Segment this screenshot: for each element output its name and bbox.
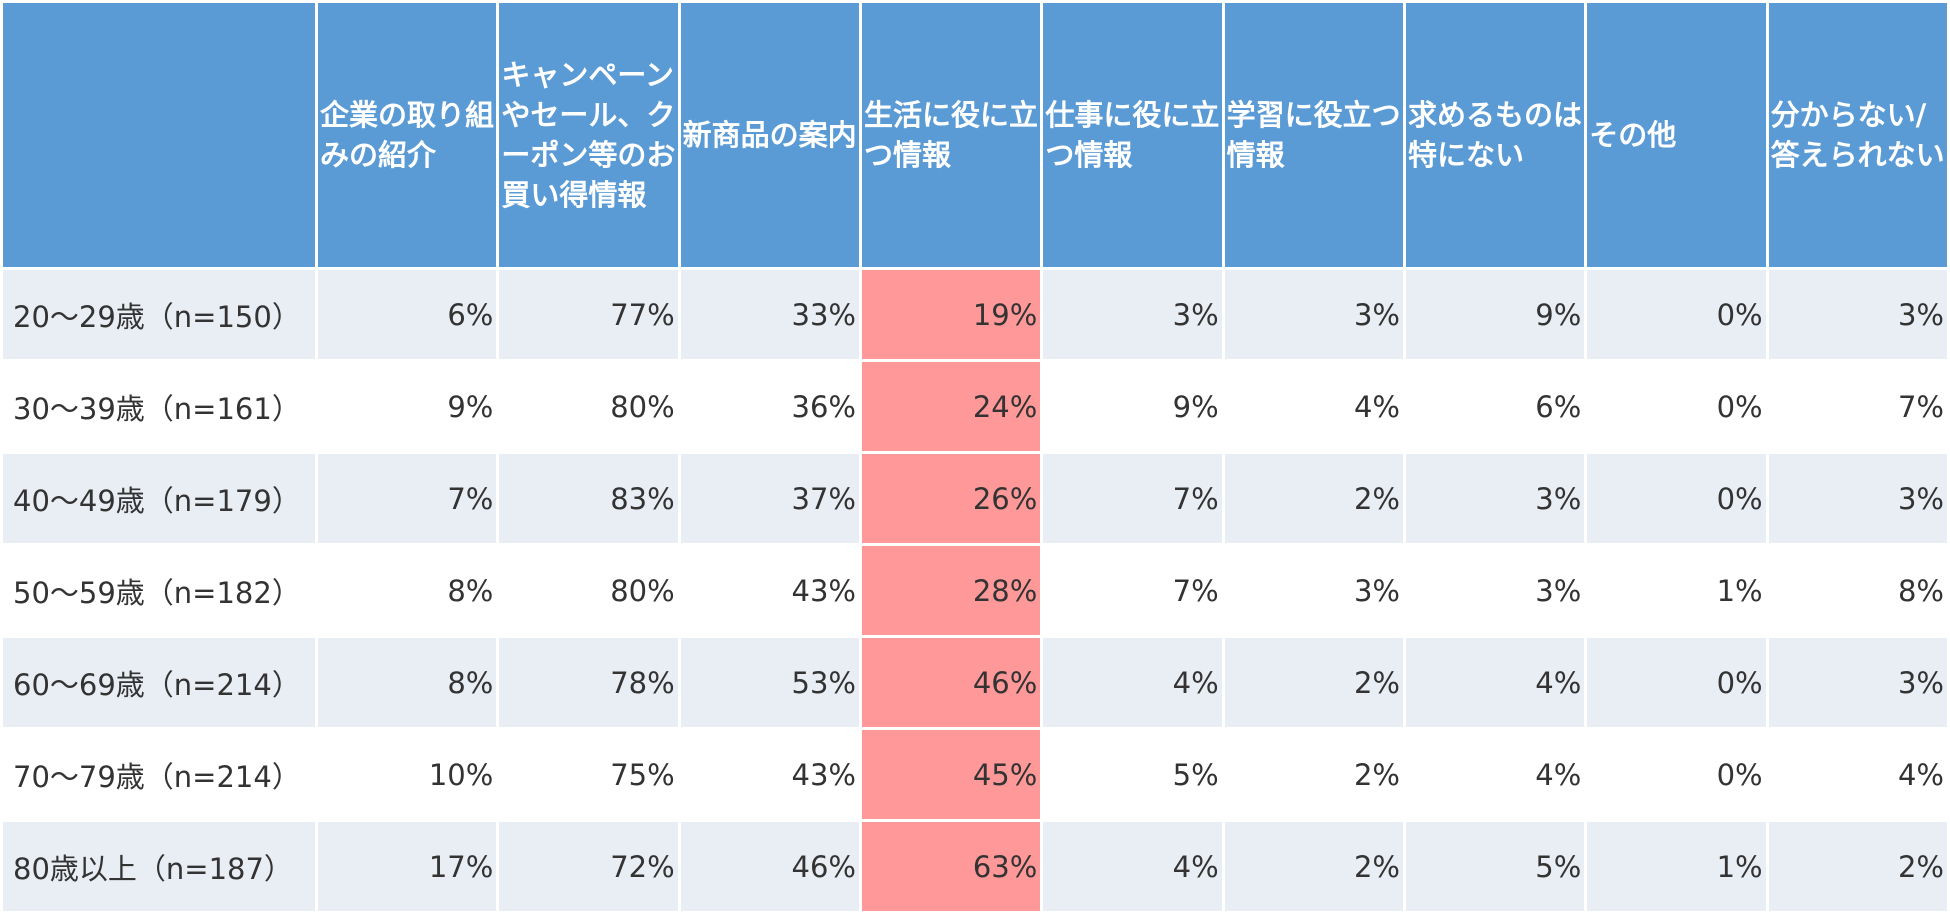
value-cell: 9% xyxy=(318,362,497,451)
value-cell: 10% xyxy=(318,730,497,819)
value-cell: 75% xyxy=(499,730,678,819)
table-header: 企業の取り組みの紹介 キャンペーンやセール、クーポン等のお買い得情報 新商品の案… xyxy=(3,3,1947,267)
value-cell: 8% xyxy=(318,638,497,727)
header-cell-new-products: 新商品の案内 xyxy=(680,3,859,267)
value-cell: 4% xyxy=(1405,730,1585,819)
value-cell-highlighted: 24% xyxy=(861,362,1041,451)
value-cell: 80% xyxy=(499,546,678,635)
value-cell: 53% xyxy=(680,638,859,727)
value-cell: 0% xyxy=(1587,454,1766,543)
value-cell: 7% xyxy=(1043,454,1222,543)
header-cell-nothing-in-particular: 求めるものは特にない xyxy=(1405,3,1585,267)
value-cell: 46% xyxy=(680,822,859,911)
value-cell: 3% xyxy=(1224,270,1403,359)
table-row: 30～39歳（n=161） 9% 80% 36% 24% 9% 4% 6% 0% 7% xyxy=(3,362,1947,451)
header-cell-campaign-sale-coupon: キャンペーンやセール、クーポン等のお買い得情報 xyxy=(499,3,678,267)
value-cell: 0% xyxy=(1587,638,1766,727)
table-row: 80歳以上（n=187） 17% 72% 46% 63% 4% 2% 5% 1% 2% xyxy=(3,822,1947,911)
value-cell-highlighted: 19% xyxy=(861,270,1041,359)
value-cell: 9% xyxy=(1405,270,1585,359)
table-row: 20～29歳（n=150） 6% 77% 33% 19% 3% 3% 9% 0% 3% xyxy=(3,270,1947,359)
row-label-cell: 80歳以上（n=187） xyxy=(3,822,315,911)
value-cell: 4% xyxy=(1768,730,1947,819)
row-label-cell: 50～59歳（n=182） xyxy=(3,546,315,635)
value-cell: 1% xyxy=(1587,822,1766,911)
value-cell: 2% xyxy=(1224,730,1403,819)
value-cell: 36% xyxy=(680,362,859,451)
value-cell: 7% xyxy=(1043,546,1222,635)
value-cell: 77% xyxy=(499,270,678,359)
header-cell-corporate-initiatives: 企業の取り組みの紹介 xyxy=(318,3,497,267)
value-cell: 3% xyxy=(1768,270,1947,359)
value-cell: 2% xyxy=(1224,822,1403,911)
value-cell: 1% xyxy=(1587,546,1766,635)
value-cell: 4% xyxy=(1405,638,1585,727)
value-cell: 3% xyxy=(1768,454,1947,543)
value-cell: 37% xyxy=(680,454,859,543)
header-cell-dont-know: 分からない/答えられない xyxy=(1768,3,1947,267)
value-cell: 9% xyxy=(1043,362,1222,451)
value-cell: 17% xyxy=(318,822,497,911)
value-cell: 7% xyxy=(318,454,497,543)
table-row: 40～49歳（n=179） 7% 83% 37% 26% 7% 2% 3% 0% 3% xyxy=(3,454,1947,543)
value-cell: 43% xyxy=(680,546,859,635)
value-cell: 2% xyxy=(1224,454,1403,543)
header-cell-work-info: 仕事に役に立つ情報 xyxy=(1043,3,1222,267)
table-row: 60～69歳（n=214） 8% 78% 53% 46% 4% 2% 4% 0% 3% xyxy=(3,638,1947,727)
row-label-cell: 70～79歳（n=214） xyxy=(3,730,315,819)
value-cell: 33% xyxy=(680,270,859,359)
value-cell: 3% xyxy=(1043,270,1222,359)
header-row: 企業の取り組みの紹介 キャンペーンやセール、クーポン等のお買い得情報 新商品の案… xyxy=(3,3,1947,267)
value-cell: 2% xyxy=(1768,822,1947,911)
row-label-cell: 30～39歳（n=161） xyxy=(3,362,315,451)
value-cell: 7% xyxy=(1768,362,1947,451)
header-cell-learning-info: 学習に役立つ情報 xyxy=(1224,3,1403,267)
header-cell-other: その他 xyxy=(1587,3,1766,267)
row-label-cell: 60～69歳（n=214） xyxy=(3,638,315,727)
value-cell-highlighted: 45% xyxy=(861,730,1041,819)
value-cell: 80% xyxy=(499,362,678,451)
table-row: 70～79歳（n=214） 10% 75% 43% 45% 5% 2% 4% 0% 4% xyxy=(3,730,1947,819)
header-cell-life-info: 生活に役に立つ情報 xyxy=(861,3,1041,267)
value-cell: 6% xyxy=(318,270,497,359)
value-cell: 0% xyxy=(1587,270,1766,359)
value-cell-highlighted: 46% xyxy=(861,638,1041,727)
value-cell: 0% xyxy=(1587,362,1766,451)
value-cell: 2% xyxy=(1224,638,1403,727)
value-cell: 6% xyxy=(1405,362,1585,451)
value-cell-highlighted: 63% xyxy=(861,822,1041,911)
header-cell-corner xyxy=(3,3,315,267)
value-cell: 5% xyxy=(1043,730,1222,819)
value-cell: 3% xyxy=(1405,546,1585,635)
value-cell: 4% xyxy=(1043,822,1222,911)
value-cell-highlighted: 28% xyxy=(861,546,1041,635)
row-label-cell: 20～29歳（n=150） xyxy=(3,270,315,359)
value-cell: 4% xyxy=(1043,638,1222,727)
value-cell: 4% xyxy=(1224,362,1403,451)
value-cell: 43% xyxy=(680,730,859,819)
value-cell: 5% xyxy=(1405,822,1585,911)
value-cell: 83% xyxy=(499,454,678,543)
value-cell: 0% xyxy=(1587,730,1766,819)
value-cell: 3% xyxy=(1224,546,1403,635)
table-body: 20～29歳（n=150） 6% 77% 33% 19% 3% 3% 9% 0% 3% 30～39歳… xyxy=(3,270,1947,911)
value-cell: 72% xyxy=(499,822,678,911)
value-cell: 8% xyxy=(1768,546,1947,635)
value-cell: 8% xyxy=(318,546,497,635)
value-cell: 3% xyxy=(1405,454,1585,543)
table-row: 50～59歳（n=182） 8% 80% 43% 28% 7% 3% 3% 1% 8% xyxy=(3,546,1947,635)
value-cell-highlighted: 26% xyxy=(861,454,1041,543)
row-label-cell: 40～49歳（n=179） xyxy=(3,454,315,543)
value-cell: 78% xyxy=(499,638,678,727)
value-cell: 3% xyxy=(1768,638,1947,727)
